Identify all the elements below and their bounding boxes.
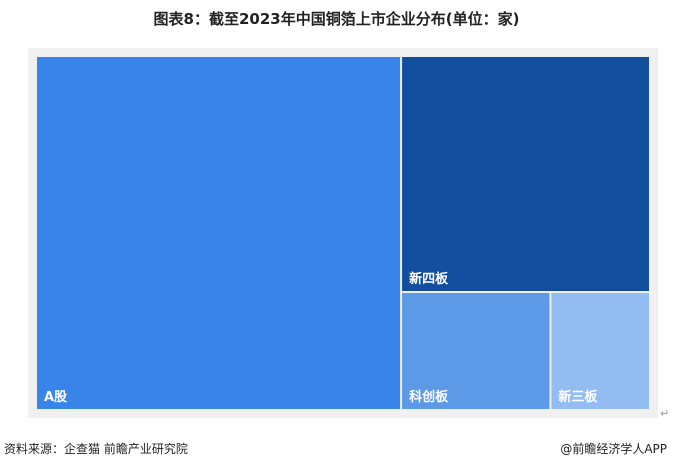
- treemap-segment-3-label: 科创板: [409, 389, 449, 405]
- treemap-segment-2-label: 新四板: [409, 271, 449, 287]
- treemap-segment-1-label: A股: [44, 390, 67, 405]
- treemap-segment-2-rect: [402, 57, 649, 291]
- chart-title: 图表8：截至2023年中国铜箔上市企业分布(单位：家): [153, 10, 520, 28]
- treemap-segment-1-rect: [37, 57, 401, 409]
- treemap-frame: A股 新四板科创板 新三板: [28, 48, 658, 418]
- return-mark-icon: ↵: [660, 407, 670, 420]
- brand-note: @前瞻经济学人APP: [560, 442, 667, 456]
- source-note: 资料来源：企查猫 前瞻产业研究院: [4, 442, 188, 456]
- treemap-segment-4-label: 新三板: [558, 389, 598, 405]
- treemap-segment-3-rect: [402, 293, 550, 409]
- treemap-segment-4-rect: [551, 293, 649, 409]
